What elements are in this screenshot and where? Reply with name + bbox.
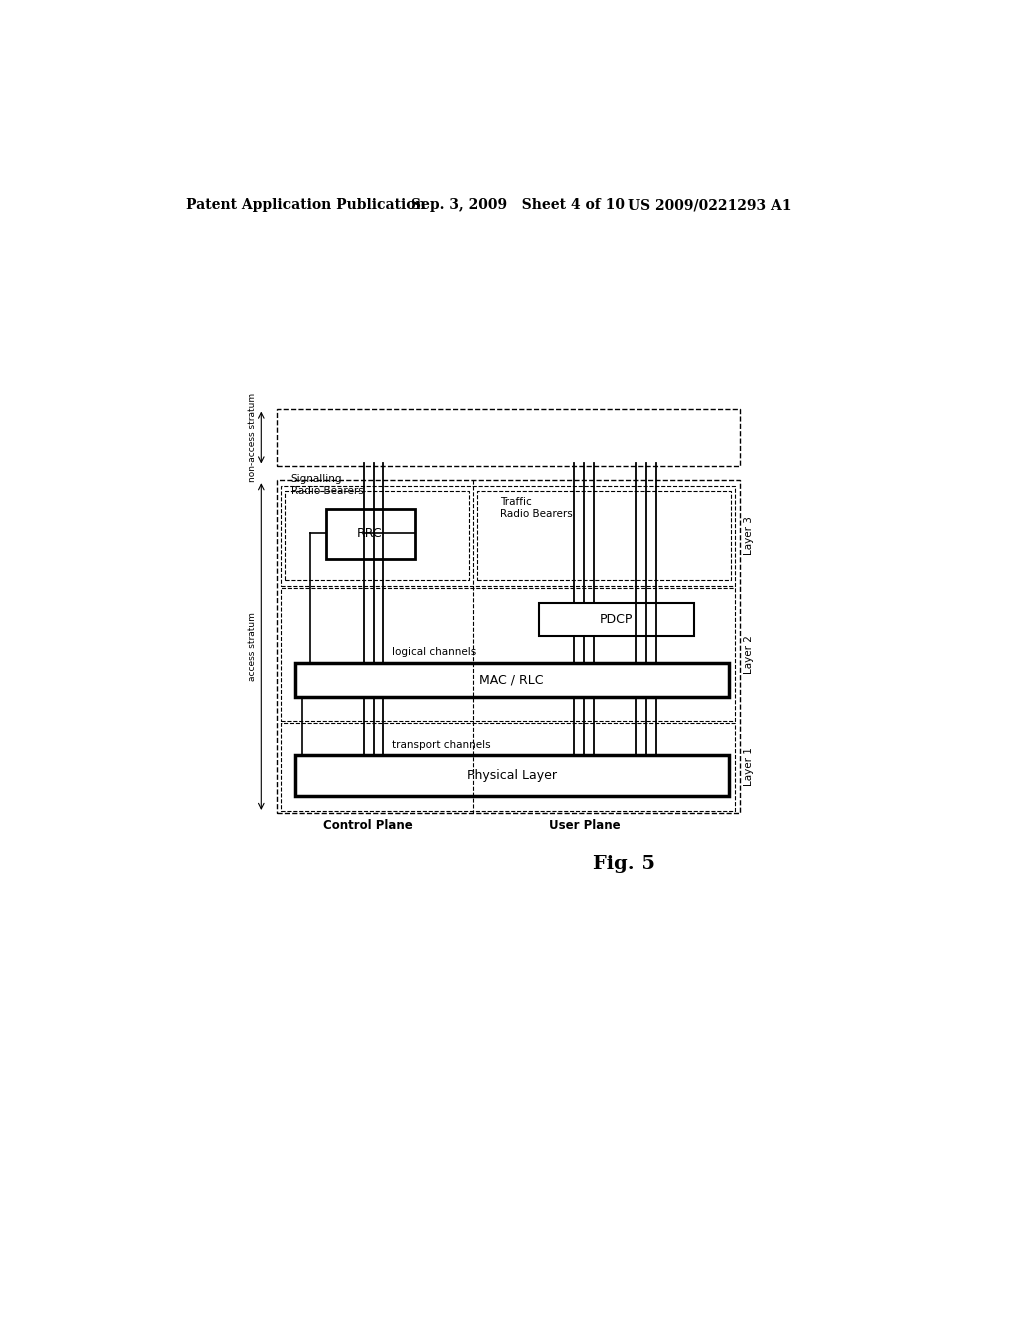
Bar (282, 486, 735, 586)
Text: transport channels: transport channels (391, 739, 490, 750)
Text: MAC / RLC: MAC / RLC (479, 673, 544, 686)
Text: Layer 2: Layer 2 (744, 635, 754, 673)
Bar (539, 603, 693, 636)
Text: Traffic
Radio Bearers: Traffic Radio Bearers (500, 498, 572, 519)
Bar (282, 589, 735, 721)
Text: Control Plane: Control Plane (324, 818, 413, 832)
Text: Physical Layer: Physical Layer (467, 768, 557, 781)
Bar (276, 480, 740, 813)
Text: Sep. 3, 2009   Sheet 4 of 10: Sep. 3, 2009 Sheet 4 of 10 (411, 198, 625, 213)
Bar (295, 663, 729, 697)
Bar (477, 491, 731, 581)
Text: PDCP: PDCP (600, 612, 633, 626)
Text: US 2009/0221293 A1: US 2009/0221293 A1 (628, 198, 792, 213)
Bar (276, 409, 740, 466)
Text: Layer 1: Layer 1 (744, 747, 754, 787)
Text: User Plane: User Plane (550, 818, 622, 832)
Text: logical channels: logical channels (391, 647, 476, 657)
Text: Layer 3: Layer 3 (744, 516, 754, 556)
Text: Signalling
Radio Bearers: Signalling Radio Bearers (291, 474, 364, 496)
Text: non-access stratum: non-access stratum (248, 392, 257, 482)
Bar (286, 491, 469, 581)
Bar (295, 755, 729, 796)
Text: RRC: RRC (357, 527, 383, 540)
Text: Patent Application Publication: Patent Application Publication (186, 198, 426, 213)
Bar (282, 723, 735, 812)
Text: Fig. 5: Fig. 5 (593, 855, 655, 874)
Text: access stratum: access stratum (248, 612, 257, 681)
Bar (326, 508, 415, 558)
